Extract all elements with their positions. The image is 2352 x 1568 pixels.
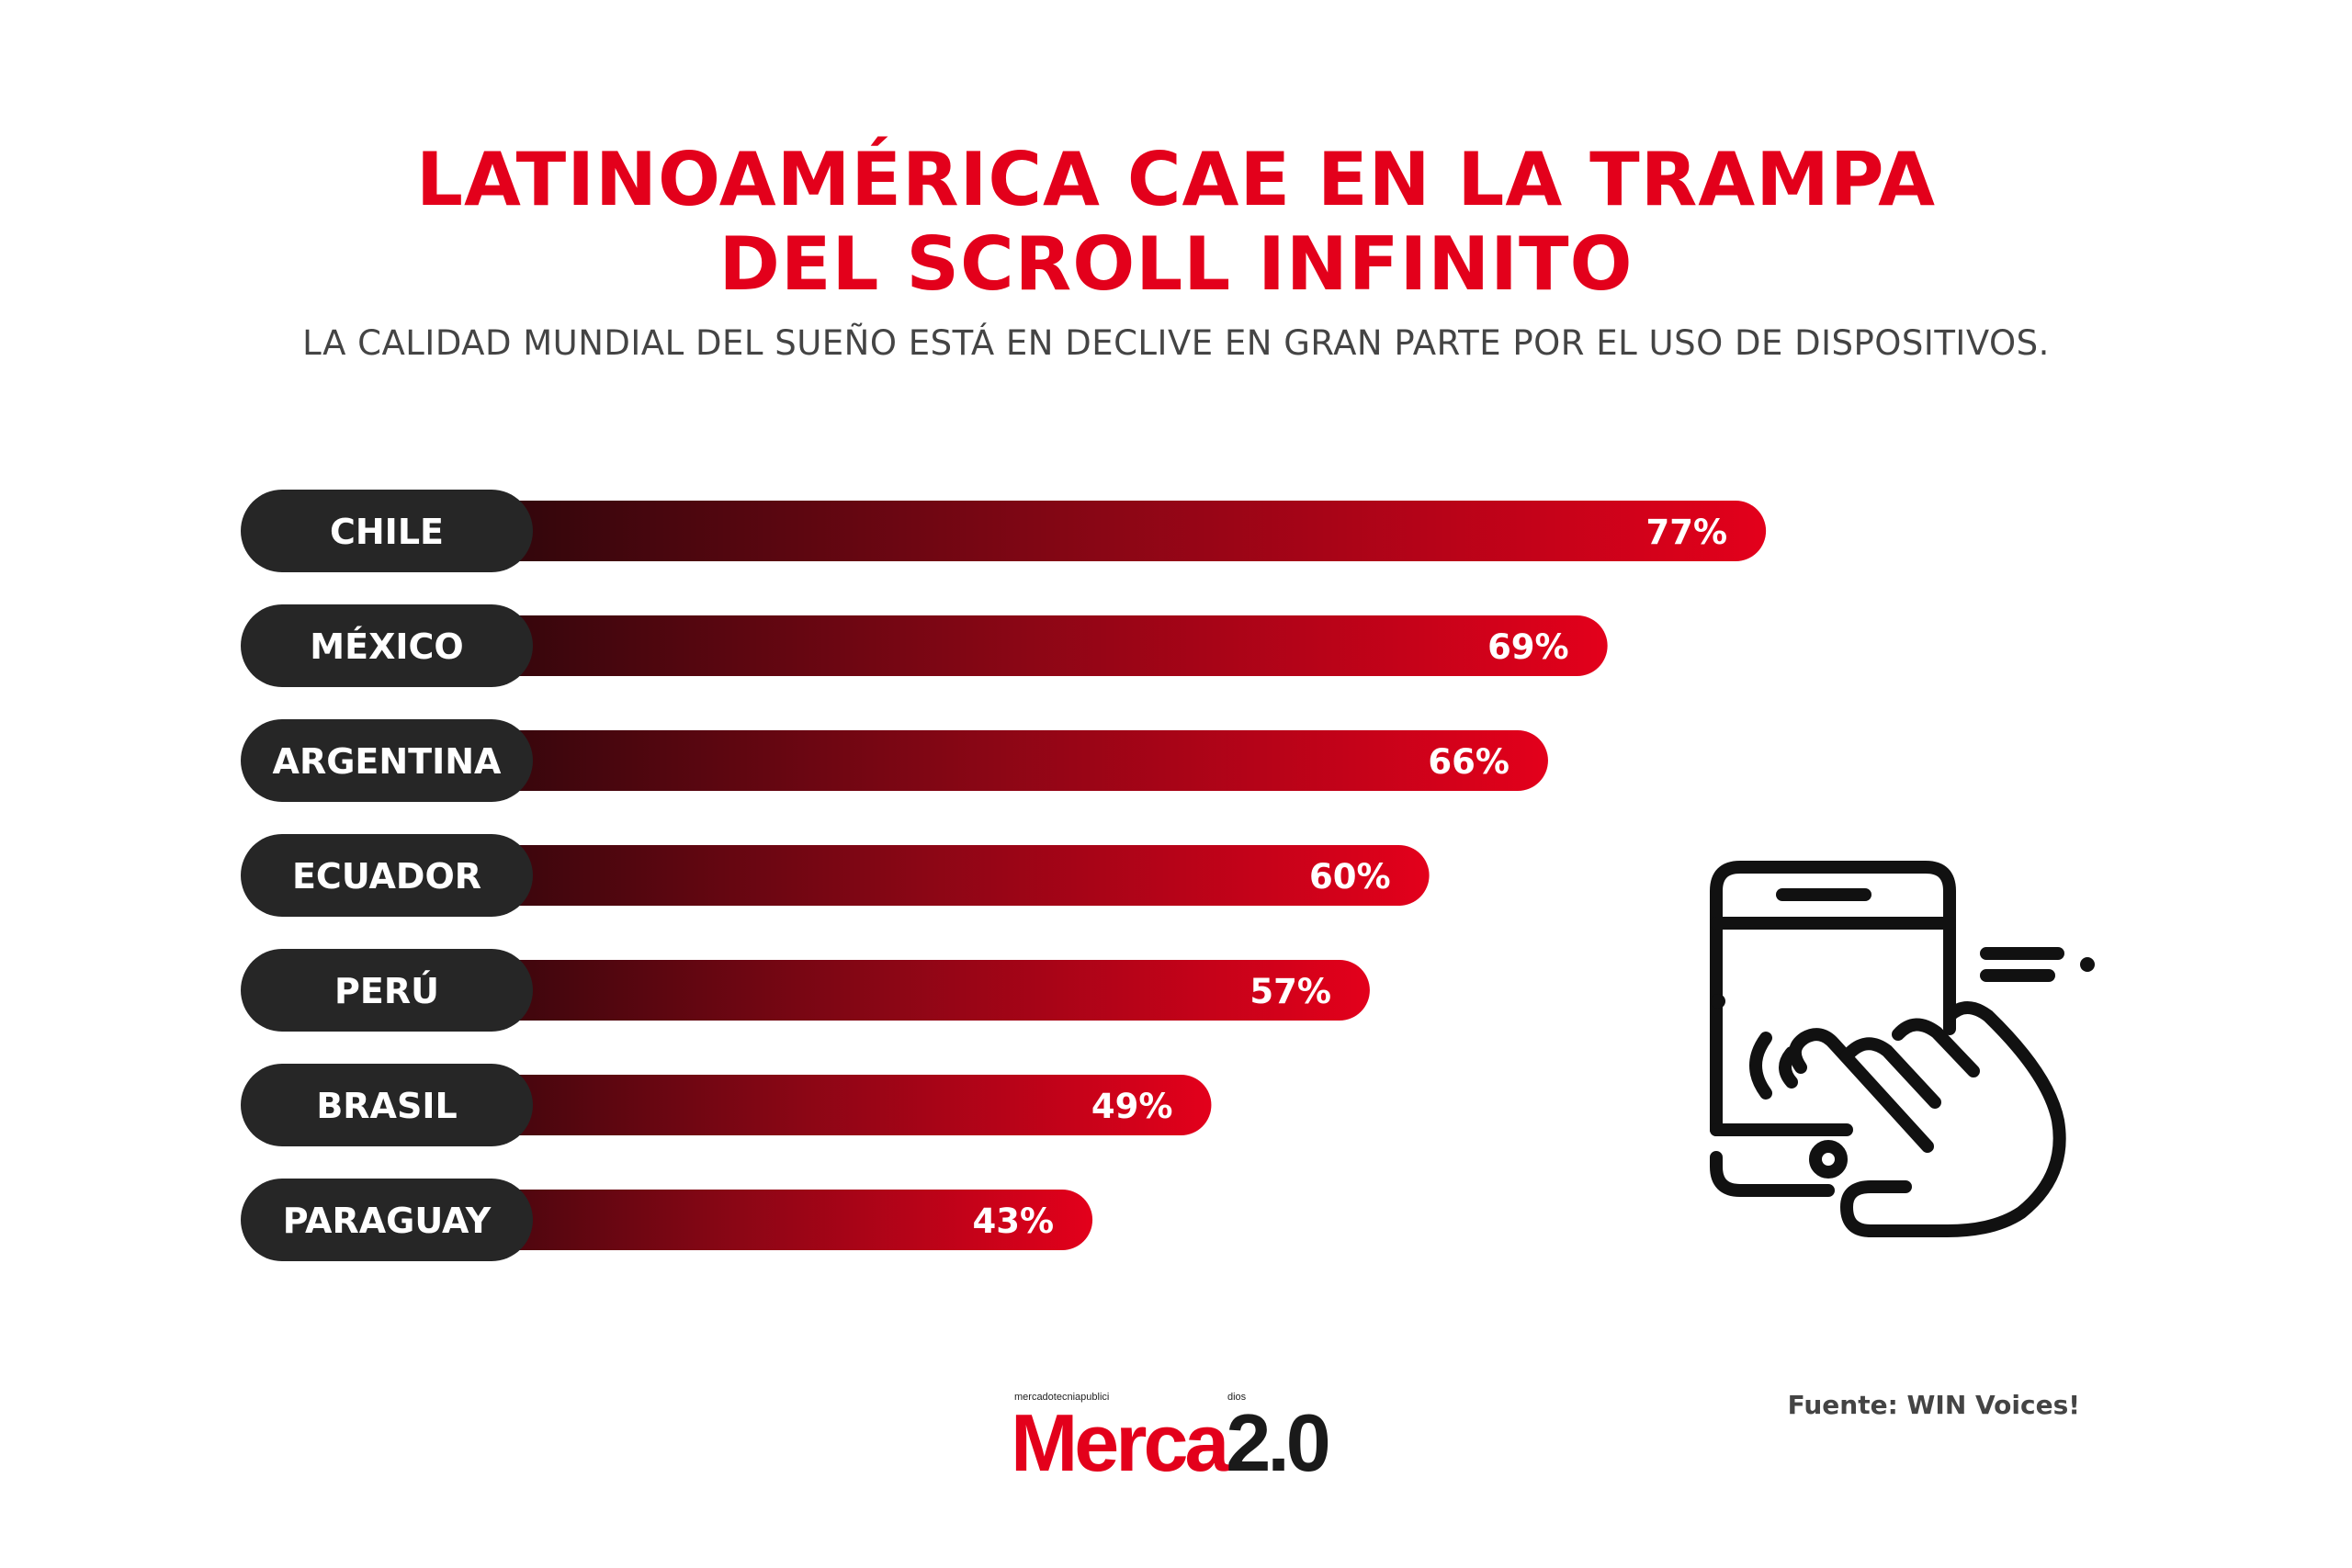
category-label: CHILE	[330, 512, 444, 552]
category-label-pill	[241, 1179, 533, 1261]
category-label: BRASIL	[316, 1086, 457, 1126]
source-note: Fuente: WIN Voices!	[1787, 1390, 2080, 1420]
bars-layer: CHILE 77% MÉXICO 69% ARGENTINA 66% ECUADOR 60% P…	[241, 490, 1767, 1261]
logo-tagline-right: dios	[1227, 1392, 1247, 1403]
bar	[296, 730, 1548, 791]
data-label: 77%	[1646, 513, 1728, 552]
category-label-pill	[241, 949, 533, 1032]
bar-row: PERÚ 57%	[241, 949, 1370, 1032]
chart-subtitle: LA CALIDAD MUNDIAL DEL SUEÑO ESTÁ EN DEC…	[302, 323, 2050, 363]
category-label: ECUADOR	[292, 856, 481, 897]
category-label-pill	[241, 1064, 533, 1146]
smartphone-scroll-hand-icon	[1710, 861, 2095, 1237]
category-label-pill	[241, 604, 533, 687]
bar	[296, 501, 1767, 561]
logo-tagline-left: mercadotecniapublici	[1014, 1392, 1110, 1403]
data-label: 43%	[973, 1201, 1055, 1241]
chart-title-line-1: LATINOAMÉRICA CAE EN LA TRAMPA	[415, 137, 1937, 222]
bar-row: PARAGUAY 43%	[241, 1179, 1093, 1261]
data-label: 57%	[1250, 972, 1331, 1011]
bar-row: CHILE 77%	[241, 490, 1767, 572]
bar	[296, 615, 1608, 676]
category-label: PARAGUAY	[283, 1201, 492, 1241]
category-label-pill	[241, 490, 533, 572]
data-label: 69%	[1487, 627, 1569, 667]
logo-word-merca: Merca	[1011, 1397, 1229, 1488]
chart-title-line-2: DEL SCROLL INFINITO	[718, 221, 1634, 307]
category-label: MÉXICO	[310, 626, 463, 667]
category-label-pill	[241, 834, 533, 917]
category-label: ARGENTINA	[273, 741, 502, 782]
data-label: 49%	[1091, 1087, 1173, 1126]
category-label: PERÚ	[334, 971, 439, 1011]
bar	[296, 845, 1430, 906]
logo-word-version: 2.0	[1226, 1397, 1330, 1488]
data-label: 60%	[1309, 857, 1391, 897]
bar-row: ECUADOR 60%	[241, 834, 1430, 917]
merca-logo: mercadotecniapublici dios Merca2.0	[1011, 1392, 1360, 1493]
bar-row: BRASIL 49%	[241, 1064, 1212, 1146]
bar-row: MÉXICO 69%	[241, 604, 1608, 687]
category-label-pill	[241, 719, 533, 802]
bar-row: ARGENTINA 66%	[241, 719, 1548, 802]
data-label: 66%	[1428, 742, 1510, 782]
logo-wordmark: Merca2.0	[1011, 1397, 1331, 1489]
bar	[296, 960, 1370, 1021]
